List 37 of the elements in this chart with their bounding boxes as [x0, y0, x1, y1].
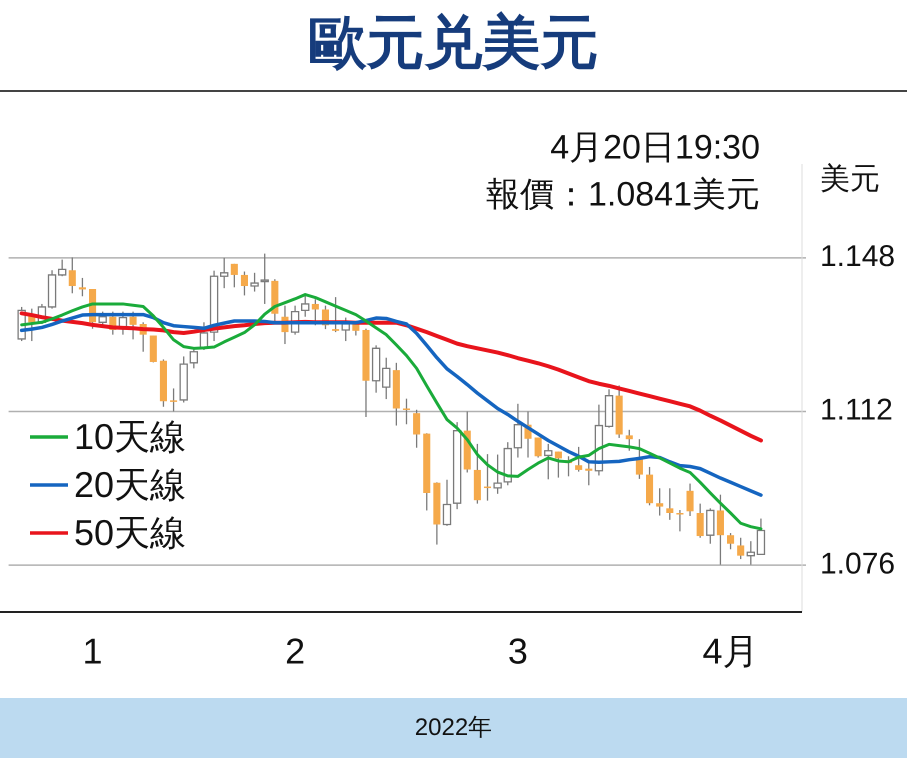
candlestick: [656, 488, 664, 516]
chart-title: 歐元兑美元: [0, 0, 907, 92]
candlestick: [666, 488, 674, 520]
candlestick: [312, 298, 319, 326]
candlestick: [676, 509, 684, 532]
candlestick: [413, 409, 420, 448]
candlestick: [686, 482, 694, 517]
candlestick: [737, 537, 744, 560]
x-tick-label: 4月: [702, 630, 759, 672]
candlestick: [170, 388, 178, 412]
x-tick-label: 1: [82, 630, 103, 672]
y-tick-label: 1.148: [820, 240, 896, 274]
annotation: 報價：1.0841美元: [486, 175, 760, 214]
candlestick: [484, 453, 492, 502]
candlestick: [554, 450, 562, 478]
y-tick-label: 1.076: [820, 547, 896, 580]
annotation: 4月20日19:30: [550, 128, 760, 166]
candlestick: [402, 398, 410, 425]
candlestick: [230, 263, 238, 288]
legend-label: 10天線: [74, 416, 186, 457]
candlestick: [78, 277, 86, 297]
candlestick: [332, 296, 340, 333]
legend-label: 50天線: [74, 512, 186, 553]
legend-label: 20天線: [74, 464, 186, 505]
candlestick: [626, 429, 633, 452]
x-tick-label: 3: [508, 630, 528, 672]
y-tick-label: 1.112: [820, 394, 893, 427]
x-tick-label: 2: [285, 630, 306, 672]
candlestick: [727, 532, 734, 550]
candlestick: [696, 502, 704, 538]
candlestick: [240, 270, 248, 296]
candlestick: [68, 256, 76, 294]
y-axis-title: 美元: [820, 162, 880, 196]
candlestick: [130, 310, 137, 340]
candlestick: [534, 436, 542, 458]
x-axis-title: 2022年: [0, 698, 907, 758]
candlestick: [575, 446, 582, 472]
